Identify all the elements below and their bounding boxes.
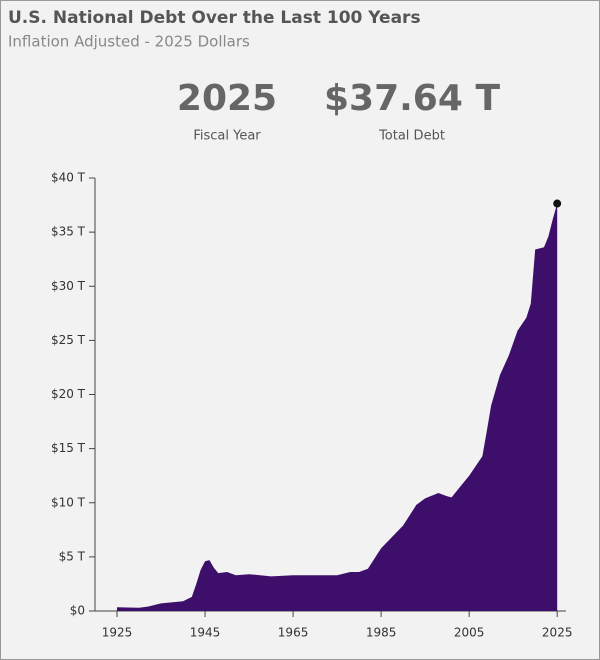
stat-value: 2025 bbox=[177, 78, 277, 119]
y-tick-label: $15 T bbox=[51, 441, 86, 455]
y-tick-label: $40 T bbox=[51, 171, 86, 185]
stat-value: $37.64 T bbox=[324, 78, 500, 119]
y-tick-label: $20 T bbox=[51, 387, 86, 401]
area bbox=[117, 203, 558, 611]
y-tick-label: $30 T bbox=[51, 279, 86, 293]
y-tick-label: $0 bbox=[70, 604, 85, 618]
x-tick-label: 2025 bbox=[542, 626, 573, 640]
end-marker bbox=[553, 199, 562, 208]
x-tick-label: 1985 bbox=[366, 626, 397, 640]
x-tick-label: 1925 bbox=[102, 626, 133, 640]
x-tick-label: 1945 bbox=[190, 626, 221, 640]
y-tick-label: $5 T bbox=[59, 549, 86, 563]
x-tick-label: 2005 bbox=[454, 626, 485, 640]
y-tick-label: $35 T bbox=[51, 225, 86, 239]
x-tick-label: 1965 bbox=[278, 626, 309, 640]
y-tick-label: $10 T bbox=[51, 495, 86, 509]
y-tick-label: $25 T bbox=[51, 333, 86, 347]
chart-subtitle: Inflation Adjusted - 2025 Dollars bbox=[8, 33, 250, 51]
stat-label: Fiscal Year bbox=[193, 129, 261, 144]
chart-title: U.S. National Debt Over the Last 100 Yea… bbox=[8, 8, 421, 28]
stat-label: Total Debt bbox=[378, 129, 445, 144]
